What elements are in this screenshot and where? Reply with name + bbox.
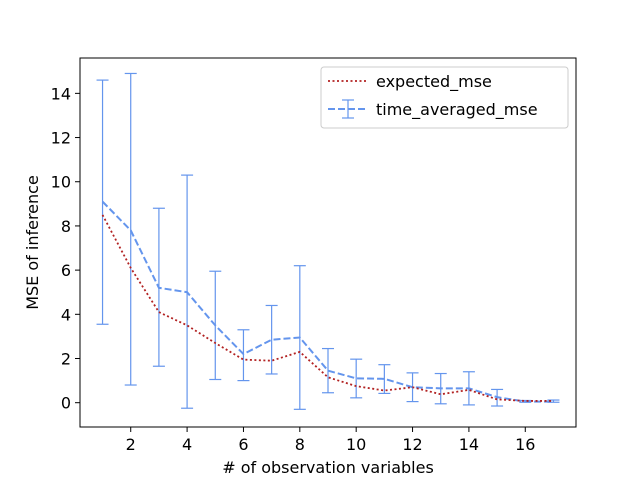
error-bar	[378, 364, 391, 395]
legend-label-time-averaged-mse: time_averaged_mse	[376, 100, 538, 120]
y-tick-label: 14	[51, 84, 71, 103]
plot-area-frame	[79, 57, 577, 428]
x-tick-label: 10	[346, 435, 366, 454]
y-tick-label: 2	[61, 350, 71, 369]
y-tick-label: 12	[51, 129, 71, 148]
legend-box	[320, 66, 569, 129]
series-line-expected-mse	[101, 214, 554, 402]
legend: expected_mse time_averaged_mse	[320, 66, 569, 129]
x-tick-label: 4	[182, 435, 192, 454]
legend-label-expected-mse: expected_mse	[376, 72, 492, 92]
y-tick-label: 10	[51, 173, 71, 192]
error-bar	[322, 347, 334, 394]
series-line-time-averaged-mse	[101, 200, 554, 403]
x-tick-label: 14	[459, 435, 479, 454]
y-axis-label: MSE of inference	[23, 175, 42, 310]
x-tick-label: 6	[238, 435, 248, 454]
x-tick-label: 12	[402, 435, 422, 454]
x-axis-label: # of observation variables	[222, 458, 434, 477]
y-tick-label: 0	[61, 394, 71, 413]
x-tick-label: 8	[295, 435, 305, 454]
error-bar	[350, 358, 363, 399]
error-bar	[124, 72, 137, 386]
x-tick-label: 16	[515, 435, 535, 454]
y-tick-label: 4	[61, 305, 71, 324]
y-tick-label: 6	[61, 261, 71, 280]
x-tick-label: 2	[126, 435, 136, 454]
legend-swatch-time-averaged-mse	[328, 99, 368, 119]
error-bar	[265, 304, 278, 375]
y-tick-label: 8	[61, 217, 71, 236]
